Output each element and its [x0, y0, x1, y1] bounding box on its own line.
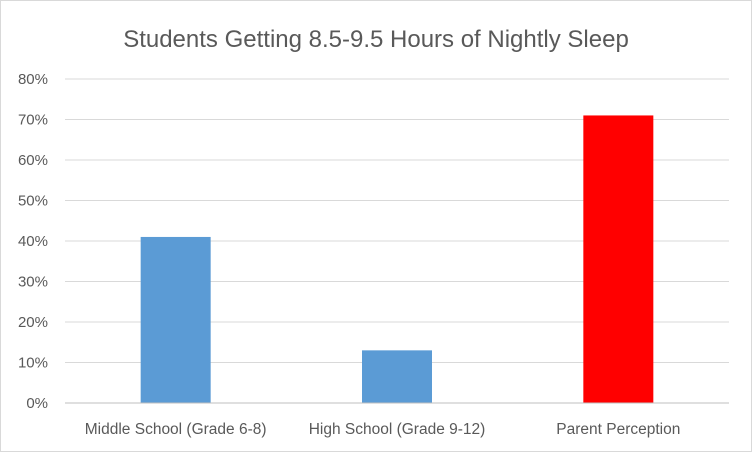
- y-tick-label: 80%: [18, 71, 48, 88]
- x-category-label: Parent Perception: [556, 421, 680, 438]
- x-axis-labels: Middle School (Grade 6-8) High School (Gr…: [85, 421, 681, 438]
- y-tick-label: 20%: [18, 314, 48, 331]
- bars: [140, 115, 654, 403]
- x-category-label: High School (Grade 9-12): [309, 421, 486, 438]
- y-axis-ticks: 0% 10% 20% 30% 40% 50% 60% 70% 80%: [18, 71, 48, 412]
- y-tick-label: 50%: [18, 193, 48, 210]
- y-tick-label: 30%: [18, 274, 48, 291]
- bar-2: [583, 115, 654, 403]
- y-tick-label: 60%: [18, 152, 48, 169]
- chart-title: Students Getting 8.5-9.5 Hours of Nightl…: [123, 26, 629, 53]
- bar-1: [362, 350, 432, 403]
- bar-0: [140, 236, 211, 403]
- y-tick-label: 70%: [18, 112, 48, 129]
- y-tick-label: 0%: [26, 395, 48, 412]
- y-tick-label: 10%: [18, 355, 48, 372]
- x-category-label: Middle School (Grade 6-8): [85, 421, 267, 438]
- y-tick-label: 40%: [18, 233, 48, 250]
